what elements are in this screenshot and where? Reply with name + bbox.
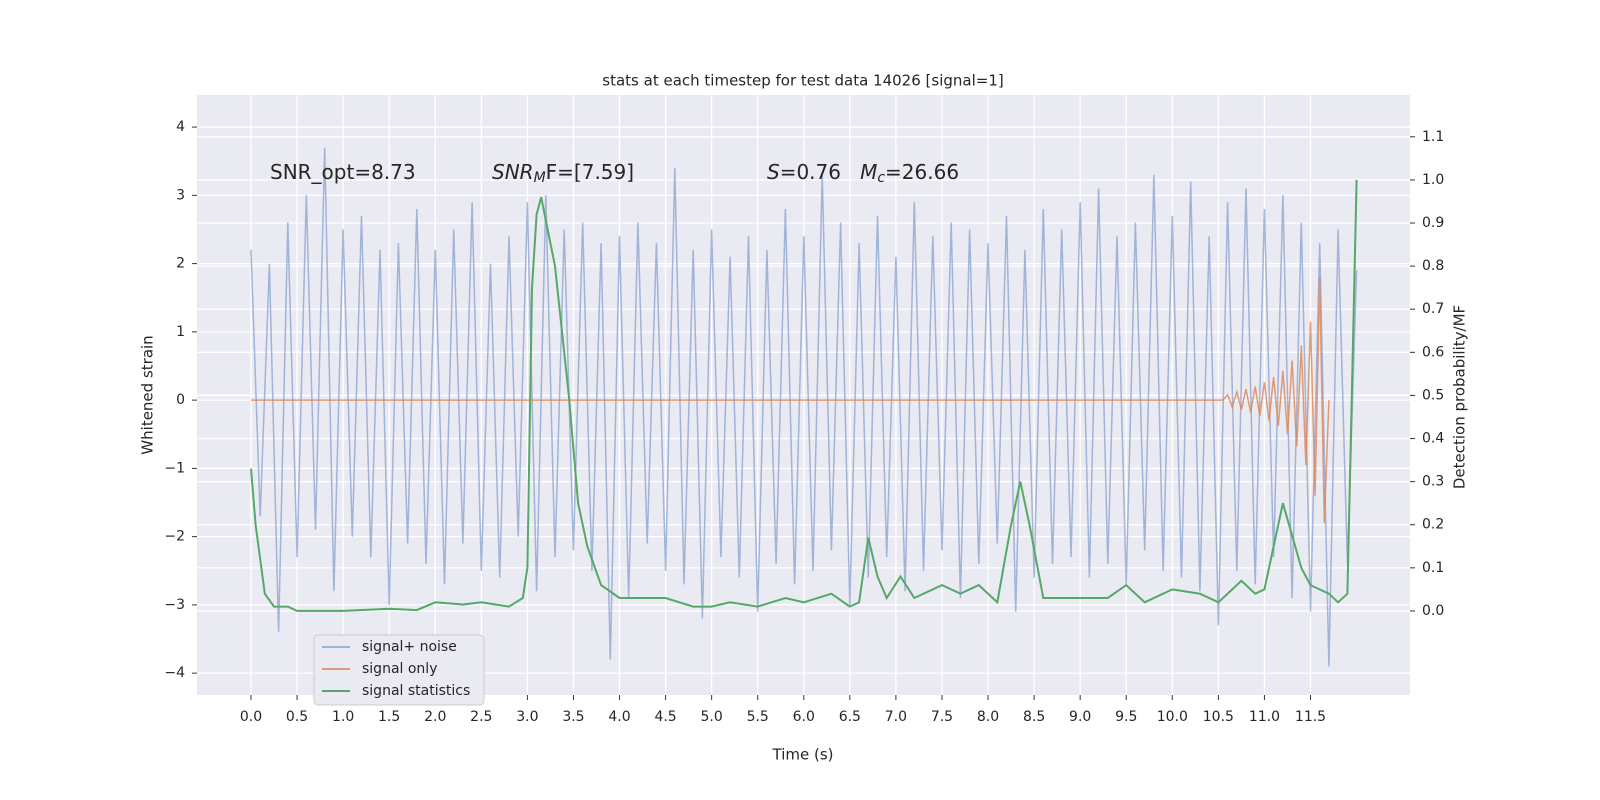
annotation-part: =26.66 xyxy=(885,160,959,184)
annotation: SNR_opt=8.73 xyxy=(270,160,416,184)
x-tick-label: 2.5 xyxy=(470,709,492,725)
y2-tick-label: 0.6 xyxy=(1422,344,1444,360)
annotation-part: S xyxy=(767,160,780,184)
x-tick-label: 9.0 xyxy=(1069,709,1091,725)
x-tick-label: 10.0 xyxy=(1157,709,1188,725)
x-tick-label: 6.5 xyxy=(839,709,861,725)
annotation-part: =0.76 xyxy=(780,160,860,184)
y-tick-label: −4 xyxy=(164,665,185,681)
y2-axis-label: Detection probability/MF xyxy=(1451,305,1469,489)
x-tick-label: 7.0 xyxy=(885,709,907,725)
y2-tick-label: 0.8 xyxy=(1422,258,1444,274)
x-tick-label: 8.5 xyxy=(1023,709,1045,725)
x-tick-label: 2.0 xyxy=(424,709,446,725)
x-tick-label: 4.5 xyxy=(654,709,676,725)
y-tick-label: 4 xyxy=(176,119,185,135)
y-tick-label: 2 xyxy=(176,256,185,272)
annotation: S=0.76 Mc=26.66 xyxy=(767,160,959,187)
y-tick-label: 1 xyxy=(176,324,185,340)
annotation-part: SNR xyxy=(492,160,534,184)
x-tick-label: 0.0 xyxy=(240,709,262,725)
y-tick-label: 0 xyxy=(176,392,185,408)
x-tick-label: 7.5 xyxy=(931,709,953,725)
x-tick-label: 4.0 xyxy=(608,709,630,725)
series-line xyxy=(250,179,1358,612)
x-tick-label: 1.5 xyxy=(378,709,400,725)
y2-tick-label: 0.2 xyxy=(1422,517,1444,533)
legend-box xyxy=(313,634,485,706)
y-tick-label: −3 xyxy=(164,597,185,613)
x-tick-label: 0.5 xyxy=(286,709,308,725)
annotation-part: F=[7.59] xyxy=(546,160,634,184)
x-tick-label: 11.0 xyxy=(1249,709,1280,725)
chart-title: stats at each timestep for test data 140… xyxy=(602,72,1003,90)
annotation-part: M xyxy=(534,170,546,186)
y-tick-label: −2 xyxy=(164,529,185,545)
series-line xyxy=(251,277,1330,524)
y2-tick-label: 0.0 xyxy=(1422,603,1444,619)
y2-tick-label: 0.1 xyxy=(1422,560,1444,576)
annotation-part: SNR_opt=8.73 xyxy=(270,160,416,184)
x-tick-label: 8.0 xyxy=(977,709,999,725)
x-tick-label: 10.5 xyxy=(1203,709,1234,725)
x-tick-label: 3.0 xyxy=(516,709,538,725)
annotation: SNRMF=[7.59] xyxy=(492,160,634,187)
legend-label: signal statistics xyxy=(362,683,470,699)
y2-tick-label: 0.3 xyxy=(1422,474,1444,490)
x-tick-label: 1.0 xyxy=(332,709,354,725)
legend-label: signal only xyxy=(362,661,437,677)
x-tick-label: 3.5 xyxy=(562,709,584,725)
y2-tick-label: 1.0 xyxy=(1422,172,1444,188)
legend-label: signal+ noise xyxy=(362,639,457,655)
y2-tick-label: 0.4 xyxy=(1422,431,1444,447)
y2-tick-label: 0.7 xyxy=(1422,301,1444,317)
y-tick-label: 3 xyxy=(176,187,185,203)
x-tick-label: 5.0 xyxy=(701,709,723,725)
y2-tick-label: 0.5 xyxy=(1422,387,1444,403)
series-line xyxy=(250,147,1358,667)
annotation-part: c xyxy=(877,170,885,186)
annotation-part: M xyxy=(860,160,877,184)
x-tick-label: 11.5 xyxy=(1295,709,1326,725)
x-tick-label: 6.0 xyxy=(793,709,815,725)
y2-tick-label: 1.1 xyxy=(1422,129,1444,145)
x-tick-label: 5.5 xyxy=(747,709,769,725)
y2-tick-label: 0.9 xyxy=(1422,215,1444,231)
y-tick-label: −1 xyxy=(164,460,185,476)
x-axis-label: Time (s) xyxy=(772,746,834,764)
x-tick-label: 9.5 xyxy=(1115,709,1137,725)
y-axis-label: Whitened strain xyxy=(139,335,157,454)
